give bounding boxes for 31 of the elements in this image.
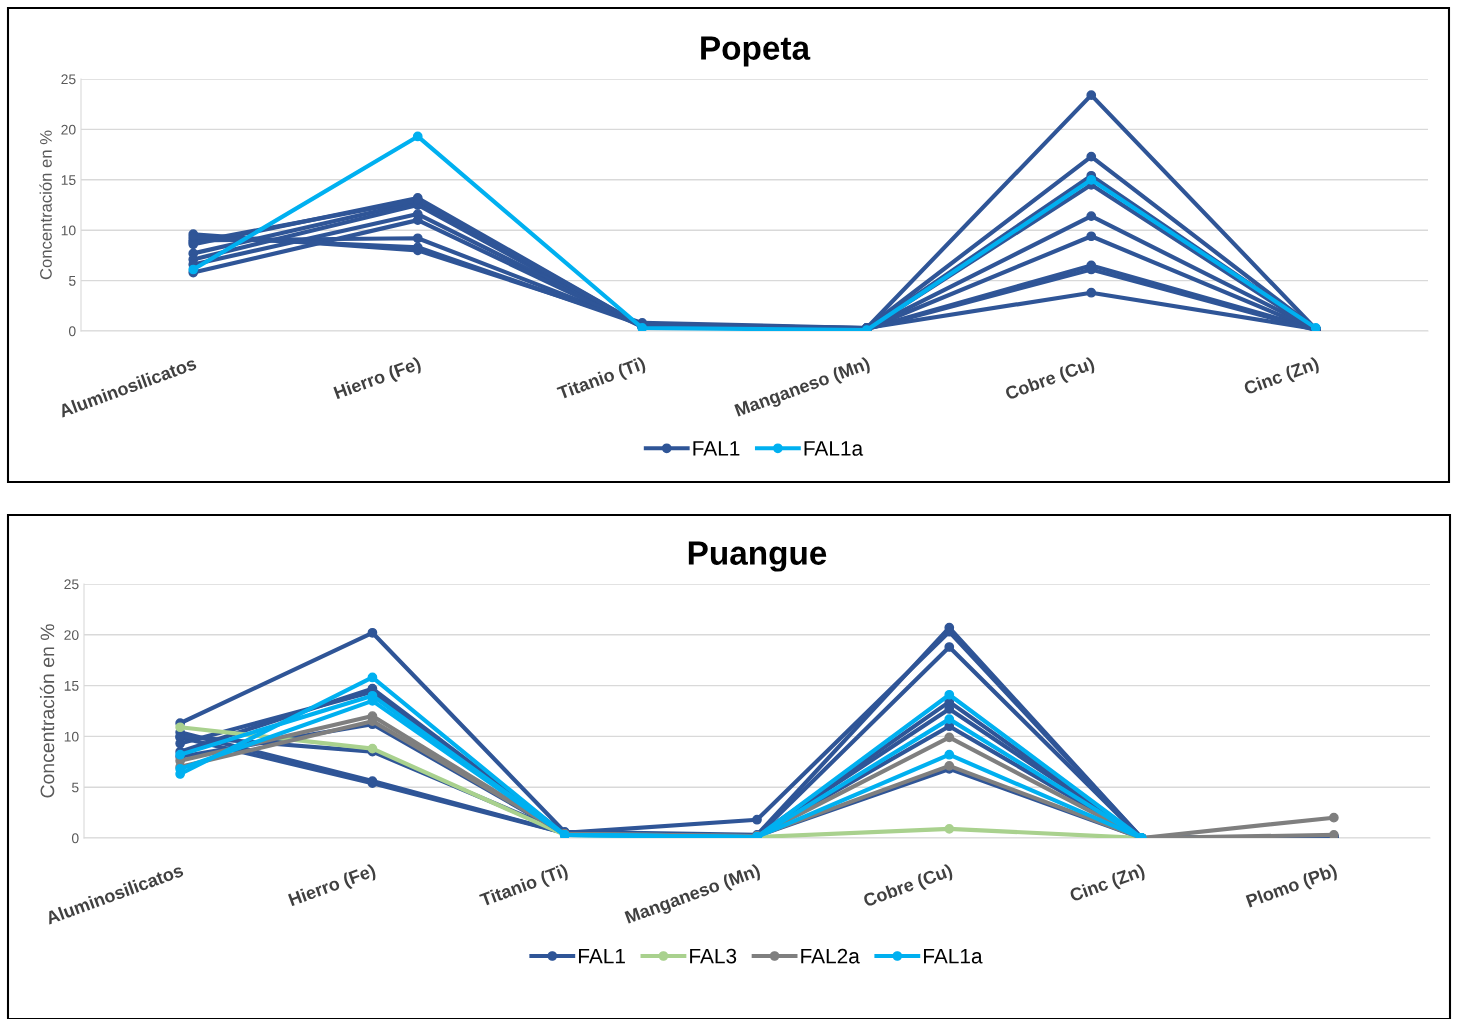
y-tick-label: 15 (64, 681, 79, 691)
legend-label: FAL1 (693, 441, 740, 456)
y-tick-label: 0 (68, 326, 76, 337)
chart-title: Popeta (701, 36, 811, 67)
legend-label: FAL1 (579, 948, 625, 964)
y-tick-label: 10 (61, 225, 76, 236)
y-axis-title: Concentración en % (39, 624, 55, 798)
x-tick-label: Hierro (Fe) (333, 356, 423, 403)
y-tick-label: 25 (61, 74, 76, 85)
x-tick-label: Hierro (Fe) (287, 863, 378, 910)
x-tick-label: Titanio (Ti) (478, 863, 570, 911)
x-tick-label: Cinc (Zn) (1068, 863, 1147, 906)
y-tick-label: 20 (61, 124, 76, 135)
y-tick-label: 0 (71, 833, 79, 844)
y-tick-label: 5 (71, 782, 79, 793)
chart-title: Puangue (688, 541, 827, 572)
x-tick-label: Cobre (Cu) (1004, 356, 1097, 404)
y-tick-label: 15 (61, 175, 76, 185)
y-tick-label: 10 (64, 731, 79, 742)
legend-label: FAL2a (801, 948, 860, 964)
legend-label: FAL3 (690, 948, 737, 964)
y-axis-title: Concentración en % (39, 130, 52, 280)
x-tick-label: Cobre (Cu) (862, 863, 955, 911)
x-tick-label: Cinc (Zn) (1242, 356, 1321, 399)
y-tick-label: 25 (64, 579, 79, 590)
legend-label: FAL1a (924, 948, 983, 964)
x-tick-label: Plomo (Pb) (1245, 863, 1339, 911)
y-tick-label: 20 (64, 630, 79, 640)
legend-label: FAL1a (804, 441, 864, 456)
x-tick-label: Titanio (Ti) (556, 356, 648, 404)
y-tick-label: 5 (68, 276, 76, 286)
